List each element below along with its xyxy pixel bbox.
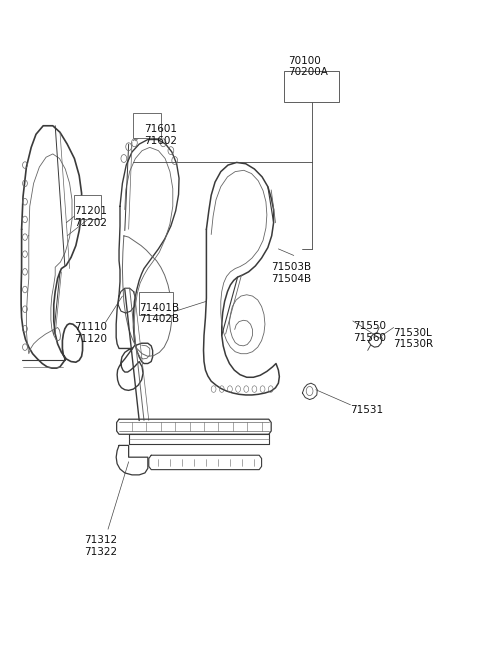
Bar bbox=[139, 292, 173, 315]
Text: 71530L
71530R: 71530L 71530R bbox=[394, 328, 434, 349]
Text: 71601
71602: 71601 71602 bbox=[144, 124, 177, 146]
Text: 71312
71322: 71312 71322 bbox=[84, 535, 117, 557]
Bar bbox=[74, 195, 101, 219]
Text: 71201
71202: 71201 71202 bbox=[74, 206, 108, 228]
Text: 71110
71120: 71110 71120 bbox=[74, 322, 108, 344]
Bar bbox=[284, 71, 339, 102]
Text: 71401B
71402B: 71401B 71402B bbox=[139, 303, 180, 324]
Text: 71531: 71531 bbox=[350, 405, 384, 415]
Bar bbox=[133, 113, 161, 138]
Text: 70100
70200A: 70100 70200A bbox=[288, 56, 328, 77]
Text: 71550
71560: 71550 71560 bbox=[353, 321, 386, 343]
Text: 71503B
71504B: 71503B 71504B bbox=[271, 262, 312, 284]
